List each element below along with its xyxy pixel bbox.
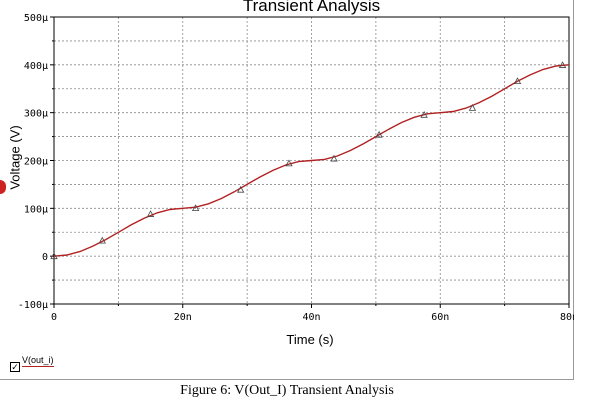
data-point-marker bbox=[330, 154, 338, 162]
y-tick-label: 200µ bbox=[24, 157, 48, 168]
data-point-marker bbox=[146, 210, 155, 217]
data-point-marker bbox=[375, 130, 383, 138]
series-line-v-out-i bbox=[53, 64, 570, 257]
x-axis-label: Time (s) bbox=[286, 332, 334, 347]
data-point-marker bbox=[98, 236, 106, 244]
data-point-marker bbox=[285, 159, 293, 167]
y-tick-label: 0 bbox=[42, 252, 48, 263]
legend: ✓ V(out_i) bbox=[10, 355, 54, 372]
data-point-marker bbox=[468, 104, 477, 111]
y-tick-label: -100µ bbox=[18, 300, 48, 311]
data-point-marker bbox=[191, 204, 200, 211]
y-axis-label: Voltage (V) bbox=[7, 125, 23, 190]
y-tick-label: 300µ bbox=[24, 109, 48, 120]
x-tick-label: 0 bbox=[51, 312, 57, 323]
legend-label[interactable]: V(out_i) bbox=[22, 355, 54, 367]
chart-window: 020n40n60n80n-100µ0100µ200µ300µ400µ500µ … bbox=[0, 0, 574, 380]
x-tick-label: 40n bbox=[302, 312, 320, 323]
legend-checkbox[interactable]: ✓ bbox=[10, 362, 20, 372]
x-tick-label: 80n bbox=[560, 312, 574, 323]
data-point-marker bbox=[237, 185, 245, 193]
x-tick-label: 20n bbox=[174, 312, 192, 323]
x-tick-label: 60n bbox=[431, 312, 449, 323]
y-tick-label: 500µ bbox=[24, 13, 48, 24]
data-point-marker bbox=[50, 252, 58, 260]
figure-caption: Figure 6: V(Out_I) Transient Analysis bbox=[180, 383, 394, 398]
cursor-marker-tab[interactable] bbox=[0, 180, 6, 194]
y-tick-label: 100µ bbox=[24, 204, 48, 215]
y-tick-label: 400µ bbox=[24, 61, 48, 72]
data-point-marker bbox=[558, 61, 567, 68]
chart-title: Transient Analysis bbox=[242, 0, 381, 15]
data-point-marker bbox=[420, 110, 428, 118]
data-point-marker bbox=[513, 77, 522, 84]
